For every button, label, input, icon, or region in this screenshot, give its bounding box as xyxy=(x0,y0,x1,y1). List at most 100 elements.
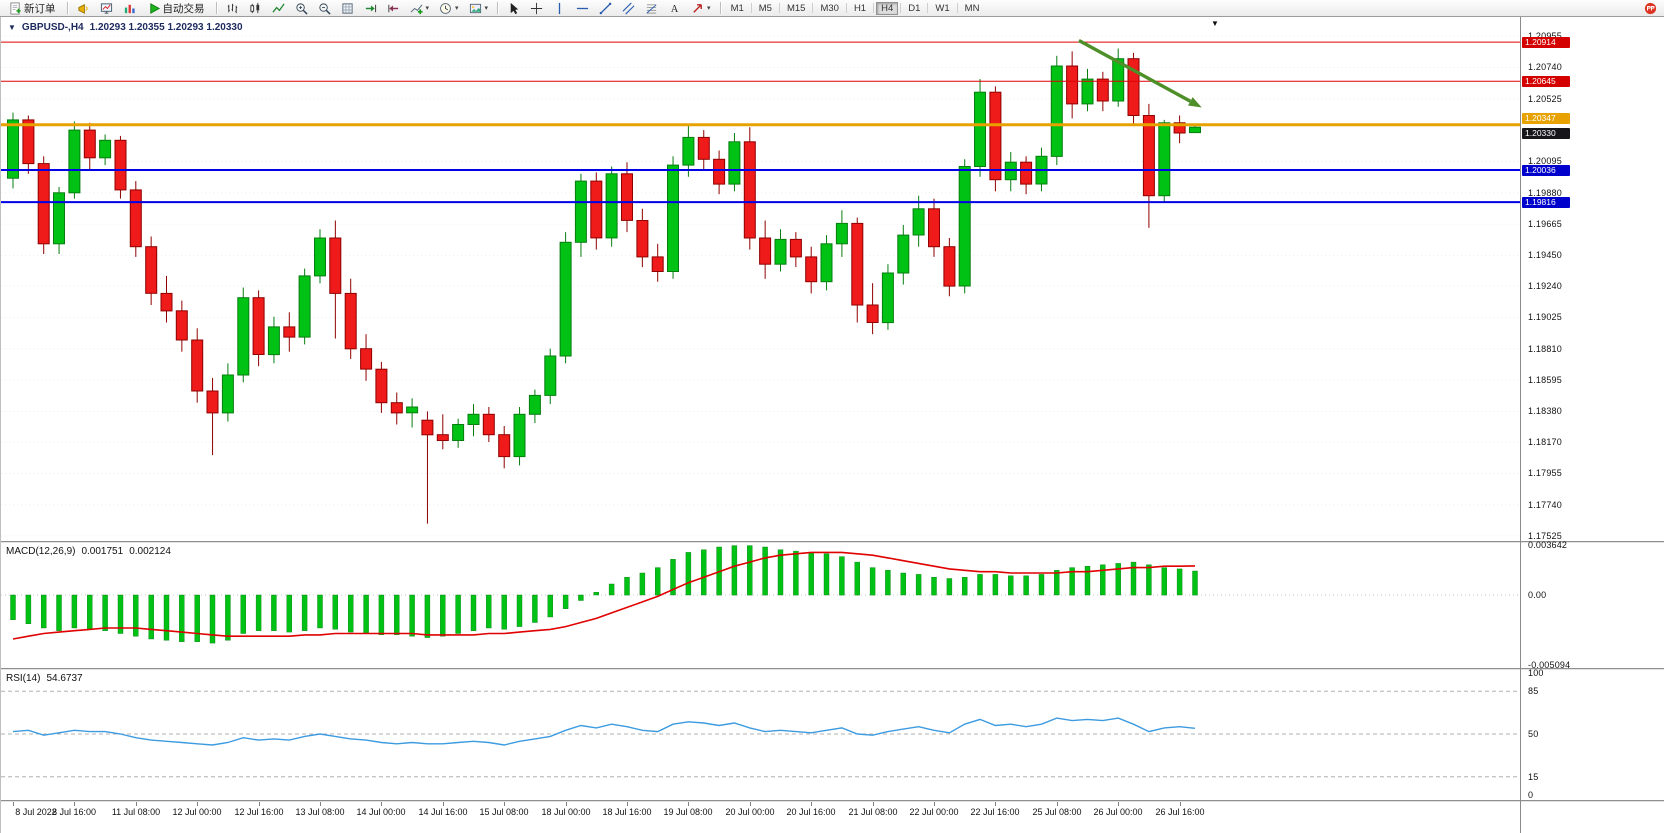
trendline-button[interactable] xyxy=(596,1,615,15)
price-scale-label: 1.18810 xyxy=(1528,344,1562,354)
time-axis-label: 12 Jul 16:00 xyxy=(234,807,284,817)
price-scale-label: 1.20525 xyxy=(1528,94,1562,104)
autotrading-button[interactable]: 自动交易 xyxy=(143,1,210,15)
time-axis-label: 26 Jul 00:00 xyxy=(1093,807,1143,817)
time-axis-label: 25 Jul 08:00 xyxy=(1032,807,1082,817)
horizontal-line-button[interactable] xyxy=(573,1,592,15)
market-watch-icon xyxy=(123,2,136,15)
crosshair-icon xyxy=(530,2,543,15)
line-chart-button[interactable] xyxy=(269,1,288,15)
rsi-name: RSI(14) xyxy=(6,673,41,684)
toolbar-separator xyxy=(66,2,68,14)
timeframe-m5[interactable]: M5 xyxy=(754,2,777,15)
macd-plot[interactable] xyxy=(1,543,1521,668)
time-axis-label: 8 Jul 2022 xyxy=(15,807,57,817)
candles-button[interactable] xyxy=(246,1,265,15)
price-scale-label: 1.20095 xyxy=(1528,156,1562,166)
toolbar-separator xyxy=(215,2,217,14)
time-axis[interactable]: 8 Jul 2022 8 Jul 16:00 11 Jul 08:00 12 Jul … xyxy=(1,802,1521,822)
new-order-label: 新订单 xyxy=(24,2,56,15)
toolbar-separator xyxy=(497,2,499,14)
timeframe-mn[interactable]: MN xyxy=(960,2,985,15)
zoom-in-button[interactable] xyxy=(292,1,311,15)
grid-icon xyxy=(341,2,354,15)
macd-value-main: 0.001751 xyxy=(81,546,124,557)
rsi-plot[interactable] xyxy=(1,670,1521,800)
time-axis-label: 15 Jul 08:00 xyxy=(479,807,529,817)
trend-arrow[interactable] xyxy=(1078,38,1202,108)
candles-icon xyxy=(249,2,262,15)
chevron-down-icon[interactable]: ▾ xyxy=(484,4,489,12)
time-axis-label: 14 Jul 16:00 xyxy=(418,807,468,817)
grid-button[interactable] xyxy=(338,1,357,15)
candles-series[interactable] xyxy=(7,48,1201,524)
auto-scroll-icon xyxy=(364,2,377,15)
new-order-button[interactable]: 新订单 xyxy=(4,1,61,15)
templates-button[interactable]: ▾ xyxy=(466,1,492,15)
time-axis-label: 8 Jul 16:00 xyxy=(51,807,97,817)
periods-button[interactable]: ▾ xyxy=(436,1,462,15)
price-scale-label: 1.17955 xyxy=(1528,468,1562,478)
price-tag-line: 1.20645 xyxy=(1522,76,1570,87)
chart-title: ▼ GBPUSD-,H4 1.20293 1.20355 1.20293 1.2… xyxy=(8,22,243,33)
cursor-button[interactable] xyxy=(504,1,523,15)
timeframe-h4[interactable]: H4 xyxy=(876,1,899,15)
main-toolbar: 新订单 自动交易 ▾ ▾ ▾ A ▾ M1 M5 M15 M30 H1 H4 D1 W1 MN xyxy=(0,0,1664,17)
time-axis-tick xyxy=(1180,802,1181,806)
chevron-down-icon[interactable]: ▾ xyxy=(425,4,430,12)
chart-shift-button[interactable] xyxy=(384,1,403,15)
vertical-line-button[interactable] xyxy=(550,1,569,15)
timeframe-h1[interactable]: H1 xyxy=(849,2,871,15)
timeframe-m30[interactable]: M30 xyxy=(815,2,843,15)
alerts-button[interactable] xyxy=(74,1,93,15)
text-label-button[interactable]: A xyxy=(665,1,684,15)
panel-divider[interactable] xyxy=(1,668,1664,670)
timeframe-d1[interactable]: D1 xyxy=(903,2,925,15)
time-axis-label: 12 Jul 00:00 xyxy=(172,807,222,817)
cursor-icon xyxy=(507,2,520,15)
timeframe-m1[interactable]: M1 xyxy=(726,2,749,15)
indicators-button[interactable]: ▾ xyxy=(407,1,433,15)
timeframe-separator xyxy=(927,3,929,13)
community-button[interactable] xyxy=(1641,1,1660,15)
indicators-icon xyxy=(410,2,423,15)
timeframe-w1[interactable]: W1 xyxy=(930,2,954,15)
time-axis-tick xyxy=(750,802,751,806)
chevron-down-icon[interactable]: ▾ xyxy=(455,4,459,12)
new-chart-button[interactable] xyxy=(97,1,116,15)
rsi-label: RSI(14) 54.6737 xyxy=(6,673,83,684)
time-axis-tick xyxy=(995,802,996,806)
candlestick-plot[interactable] xyxy=(1,17,1521,541)
channel-button[interactable] xyxy=(619,1,638,15)
price-scale[interactable]: 1.20955 1.20740 1.20525 1.20095 1.19880 1.196… xyxy=(1520,17,1664,833)
rsi-scale-label: 85 xyxy=(1528,686,1539,696)
bars-button[interactable] xyxy=(223,1,242,15)
time-axis-tick xyxy=(1057,802,1058,806)
market-watch-button[interactable] xyxy=(120,1,139,15)
rsi-scale-label: 50 xyxy=(1528,729,1539,739)
panel-divider[interactable] xyxy=(1,541,1664,543)
macd-scale-label: 0.003642 xyxy=(1528,540,1568,550)
crosshair-button[interactable] xyxy=(527,1,546,15)
window-icons-group xyxy=(72,1,141,15)
autotrading-label: 自动交易 xyxy=(162,2,205,15)
time-axis-label: 13 Jul 08:00 xyxy=(295,807,345,817)
horizontal-lines[interactable] xyxy=(1,41,1521,204)
panel-divider[interactable] xyxy=(1,800,1664,802)
chart-context-caret[interactable]: ▼ xyxy=(1211,19,1219,28)
macd-signal-line xyxy=(12,551,1196,640)
fibonacci-button[interactable] xyxy=(642,1,661,15)
arrows-button[interactable]: ▾ xyxy=(688,1,714,15)
zoom-out-button[interactable] xyxy=(315,1,334,15)
time-axis-tick xyxy=(688,802,689,806)
auto-scroll-button[interactable] xyxy=(361,1,380,15)
price-tag-line: 1.20347 xyxy=(1522,113,1570,124)
new-chart-icon xyxy=(100,2,113,15)
timeframe-separator xyxy=(778,3,780,13)
chevron-down-icon[interactable]: ▾ xyxy=(707,4,711,12)
price-scale-label: 1.17525 xyxy=(1528,531,1562,541)
fibonacci-icon xyxy=(645,2,658,15)
chart-symbol-period: GBPUSD-,H4 xyxy=(21,22,84,33)
symbol-dropdown-icon[interactable]: ▼ xyxy=(8,23,16,32)
timeframe-m15[interactable]: M15 xyxy=(782,2,810,15)
